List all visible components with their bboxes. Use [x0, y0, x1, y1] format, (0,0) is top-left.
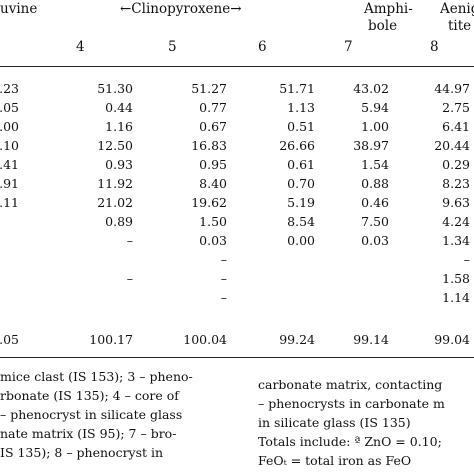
table-cell: 43.02 [353, 81, 389, 96]
table-cell: 51.71 [279, 81, 315, 96]
table-cell: 8.40 [199, 176, 227, 191]
table-cell: 0.70 [287, 176, 315, 191]
column-number-8: 8 [430, 39, 439, 55]
footnote-right-line: in silicate glass (IS 135) [258, 415, 411, 430]
total-cell: 100.17 [89, 332, 133, 347]
column-number-4: 4 [76, 39, 85, 55]
footnote-left-line: rbonate (IS 135); 4 – core of [0, 388, 179, 403]
footer-rule [0, 357, 474, 358]
table-cell: 0.03 [361, 233, 389, 248]
clinopyroxene-header: ←Clinopyroxene→ [120, 1, 242, 17]
table-cell: 44.97 [434, 81, 470, 96]
table-cell: .10 [0, 138, 19, 153]
amphibole-header-line2: bole [368, 18, 398, 34]
table-cell: – [220, 290, 227, 305]
table-cell: 0.51 [287, 119, 315, 134]
footnote-right-line: Totals include: ª ZnO = 0.10; [258, 434, 442, 449]
table-cell: .41 [0, 157, 19, 172]
total-cell: 100.04 [183, 332, 227, 347]
table-cell: .23 [0, 81, 19, 96]
aenigmatite-header-line1: Aenig [440, 1, 474, 17]
footnote-left-line: IS 135); 8 – phenocryst in [0, 445, 164, 460]
table-cell: 0.93 [105, 157, 133, 172]
table-cell: 11.92 [97, 176, 133, 191]
total-cell: .05 [0, 332, 19, 347]
table-cell: .05 [0, 100, 19, 115]
table-cell: 5.94 [361, 100, 389, 115]
table-cell: 26.66 [279, 138, 315, 153]
table-cell: 9.63 [442, 195, 470, 210]
footnote-right-line: – phenocrysts in carbonate m [258, 396, 445, 411]
table-cell: .11 [0, 195, 19, 210]
table-cell: – [463, 252, 470, 267]
table-cell: 16.83 [191, 138, 227, 153]
table-cell: 0.61 [287, 157, 315, 172]
table-cell: 20.44 [434, 138, 470, 153]
aenigmatite-header-line2: tite [448, 18, 472, 34]
table-cell: 51.27 [191, 81, 227, 96]
table-cell: 8.23 [442, 176, 470, 191]
total-cell: 99.04 [434, 332, 470, 347]
table-cell: 6.41 [442, 119, 470, 134]
table-cell: .91 [0, 176, 19, 191]
table-cell: 0.67 [199, 119, 227, 134]
table-cell: 1.16 [105, 119, 133, 134]
table-cell: 7.50 [361, 214, 389, 229]
column-number-7: 7 [344, 39, 353, 55]
table-cell: – [126, 271, 133, 286]
table-cell: 1.00 [361, 119, 389, 134]
table-cell: 2.75 [442, 100, 470, 115]
table-cell: 1.58 [442, 271, 470, 286]
table-cell: 4.24 [442, 214, 470, 229]
table-cell: 0.88 [361, 176, 389, 191]
total-cell: 99.14 [353, 332, 389, 347]
table-cell: 12.50 [97, 138, 133, 153]
column-number-6: 6 [258, 39, 267, 55]
table-cell: 0.89 [105, 214, 133, 229]
table-cell: 8.54 [287, 214, 315, 229]
table-cell: 1.50 [199, 214, 227, 229]
table-cell: 0.00 [287, 233, 315, 248]
table-cell: 1.13 [287, 100, 315, 115]
table-cell: – [220, 271, 227, 286]
footnote-left-line: – phenocryst in silicate glass [0, 407, 183, 422]
table-cell: 0.44 [105, 100, 133, 115]
table-cell: 1.54 [361, 157, 389, 172]
table-cell: 0.46 [361, 195, 389, 210]
olivine-header-fragment: uvine [0, 1, 38, 17]
table-cell: – [126, 233, 133, 248]
total-cell: 99.24 [279, 332, 315, 347]
table-cell: 0.29 [442, 157, 470, 172]
table-cell: 5.19 [287, 195, 315, 210]
column-number-5: 5 [168, 39, 177, 55]
footnote-right-line: carbonate matrix, contacting [258, 377, 443, 392]
table-cell: 0.03 [199, 233, 227, 248]
table-cell: 38.97 [353, 138, 389, 153]
table-cell: 51.30 [97, 81, 133, 96]
header-rule [0, 66, 474, 67]
footnote-right-line: FeOₜ = total iron as FeO [258, 453, 412, 468]
table-cell: .00 [0, 119, 19, 134]
table-cell: 19.62 [191, 195, 227, 210]
table-cell: 0.95 [199, 157, 227, 172]
table-cell: 1.14 [442, 290, 470, 305]
table-cell: 21.02 [97, 195, 133, 210]
footnote-left-line: nate matrix (IS 95); 7 – bro- [0, 426, 177, 441]
amphibole-header-line1: Amphi- [364, 1, 413, 17]
table-cell: 0.77 [199, 100, 227, 115]
footnote-left-line: mice clast (IS 153); 3 – pheno- [0, 369, 193, 384]
table-cell: – [220, 252, 227, 267]
table-cell: 1.34 [442, 233, 470, 248]
